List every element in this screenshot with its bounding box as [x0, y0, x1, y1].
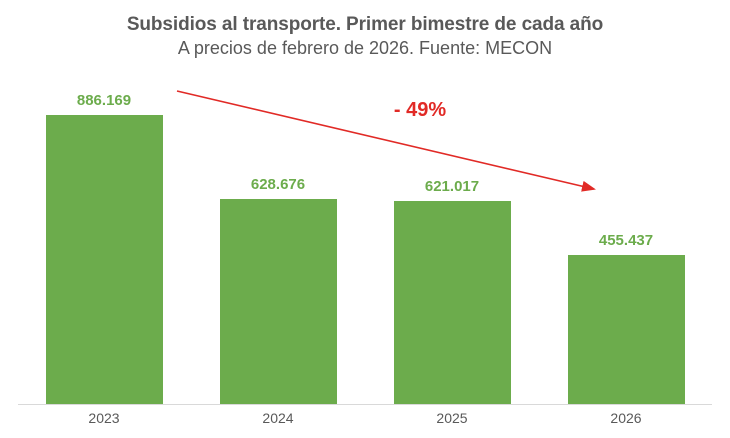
bar-value-label-2026: 455.437 [598, 232, 654, 249]
bar-2026 [567, 255, 685, 404]
decline-annotation: - 49% [393, 99, 447, 121]
bar-2025 [393, 201, 511, 404]
x-axis-tick-label-2025: 2025 [436, 410, 468, 426]
x-axis-tick-label-2024: 2024 [262, 410, 294, 426]
chart-subtitle: A precios de febrero de 2026. Fuente: ME… [177, 38, 553, 58]
x-axis-tick-label-2023: 2023 [88, 410, 120, 426]
x-axis-line [18, 404, 712, 405]
bar-2023 [45, 115, 163, 404]
bar-value-label-2024: 628.676 [250, 176, 306, 193]
bar-value-label-2023: 886.169 [76, 92, 132, 109]
chart-title: Subsidios al transporte. Primer bimestre… [126, 14, 604, 35]
bar-value-label-2025: 621.017 [424, 178, 480, 195]
x-axis-tick-label-2026: 2026 [610, 410, 642, 426]
bar-2024 [219, 199, 337, 404]
